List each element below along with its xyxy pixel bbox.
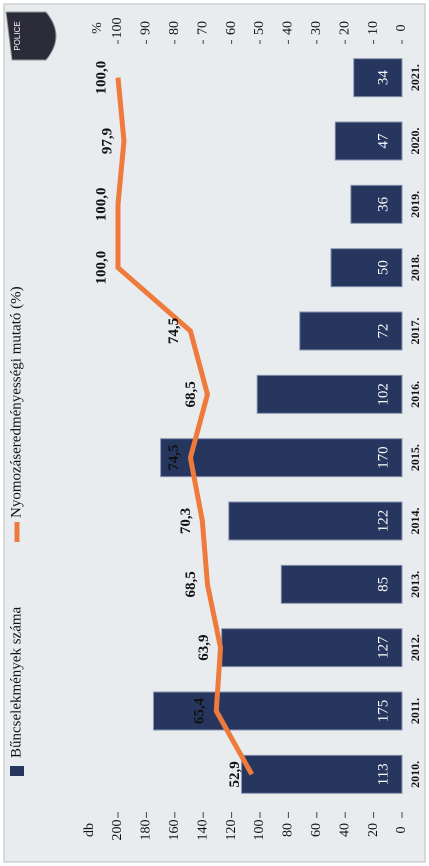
y2-tick-label: 70	[195, 21, 210, 35]
x-tick-label: 2016.	[408, 381, 422, 408]
x-tick-label: 2010.	[408, 761, 422, 788]
bar	[330, 248, 403, 288]
bar	[256, 374, 403, 414]
x-tick-label: 2020.	[408, 128, 422, 155]
y2-tick-label: 40	[281, 21, 296, 35]
y-tick-label: 100	[252, 820, 267, 841]
y2-tick-label: 50	[252, 21, 267, 35]
bar	[160, 438, 403, 478]
bar-value-label: 122	[375, 510, 391, 533]
y-tick-label: 120	[224, 820, 239, 841]
line-value-label: 100,0	[93, 61, 109, 95]
bar-value-label: 170	[375, 446, 391, 469]
bar	[353, 58, 403, 98]
x-tick-label: 2012.	[408, 634, 422, 661]
y-tick-label: 140	[195, 820, 210, 841]
line-value-label: 68,5	[183, 571, 199, 597]
bar	[299, 311, 403, 351]
line-value-label: 100,0	[93, 251, 109, 285]
x-tick-label: 2019.	[408, 191, 422, 218]
line-value-label: 70,3	[178, 508, 194, 534]
y-tick-label: 160	[167, 820, 182, 841]
x-tick-label: 2017.	[408, 318, 422, 345]
line-value-label: 65,4	[192, 697, 208, 724]
bar-value-label: 34	[375, 70, 391, 86]
bar-value-label: 36	[375, 196, 391, 212]
bar-value-label: 47	[375, 133, 391, 149]
y-tick-label: 80	[281, 823, 296, 837]
y-tick-label: 200	[110, 820, 125, 841]
legend-label: Nyomozáseredményességi mutató (%)	[8, 286, 24, 518]
line-value-label: 63,9	[196, 635, 212, 661]
y2-tick-label: 0	[394, 25, 409, 32]
bar	[334, 121, 403, 161]
x-tick-label: 2015.	[408, 444, 422, 471]
bar-value-label: 113	[375, 763, 391, 785]
bar	[280, 564, 403, 604]
y-tick-label: 20	[366, 823, 381, 837]
line-value-label: 74,5	[166, 445, 182, 471]
line-value-label: 68,5	[183, 381, 199, 407]
x-tick-label: 2014.	[408, 508, 422, 535]
y2-tick-label: 60	[224, 21, 239, 35]
y2-axis-label: %	[90, 22, 105, 34]
y2-tick-label: 10	[366, 21, 381, 35]
legend-label: Bűncselekmények száma	[8, 606, 24, 758]
bar-value-label: 175	[375, 700, 391, 723]
bar-value-label: 102	[375, 383, 391, 406]
line-value-label: 52,9	[227, 761, 243, 787]
x-tick-label: 2013.	[408, 571, 422, 598]
logo-text: POLICE	[13, 21, 22, 50]
logo	[5, 11, 57, 61]
bar	[350, 184, 403, 224]
bar	[241, 754, 403, 794]
y2-tick-label: 30	[309, 21, 324, 35]
x-tick-label: 2011.	[408, 698, 422, 724]
y-axis-label: db	[82, 823, 97, 837]
chart-body: POLICE 0 20 40 60 80 100 120 140 160 180 200 db 0 10 20…	[5, 11, 422, 841]
bar-value-label: 50	[375, 260, 391, 275]
y-tick-label: 180	[139, 820, 154, 841]
line-value-label: 97,9	[99, 128, 115, 154]
y2-tick-label: 100	[110, 18, 125, 39]
y2-tick-label: 20	[337, 21, 352, 35]
x-tick-label: 2018.	[408, 254, 422, 281]
y2-tick-label: 80	[167, 21, 182, 35]
bar-value-label: 127	[375, 636, 391, 659]
bar-value-label: 85	[375, 577, 391, 592]
x-tick-label: 2021.	[408, 64, 422, 91]
bar	[228, 501, 403, 541]
legend-swatch	[10, 766, 24, 776]
y-tick-label: 0	[394, 827, 409, 834]
bar-value-label: 72	[375, 324, 391, 339]
line-value-label: 74,5	[166, 318, 182, 344]
y2-tick-label: 90	[139, 21, 154, 35]
y-tick-label: 60	[309, 823, 324, 837]
logo-shield	[5, 11, 57, 61]
line	[115, 77, 254, 776]
y-tick-label: 40	[337, 823, 352, 837]
line-value-label: 100,0	[93, 187, 109, 221]
